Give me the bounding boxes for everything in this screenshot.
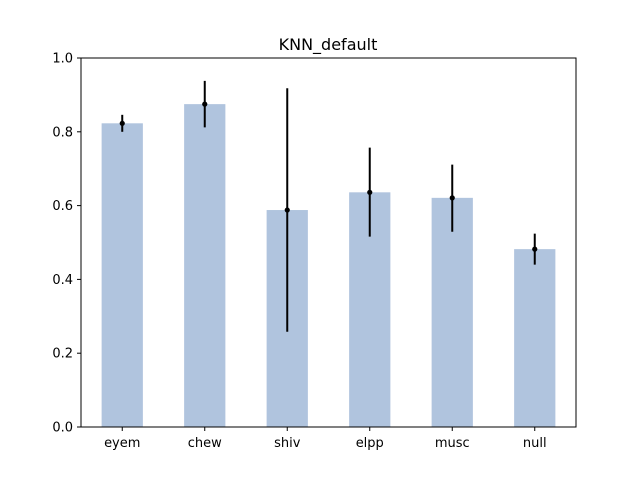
bar-chew [184,104,226,427]
y-ticks-group: 0.0 0.2 0.4 0.6 0.8 1.0 [52,52,81,436]
mean-point-musc [449,195,455,201]
y-tick-label: 1.0 [52,52,73,67]
mean-point-shiv [284,207,290,213]
y-tick-label: 0.8 [52,125,73,140]
y-tick-label: 0.2 [52,347,73,362]
bars-group [101,104,556,428]
plot-frame [80,57,577,428]
bar-null [514,249,556,427]
mean-point-chew [202,101,208,107]
bar-musc [431,197,473,427]
x-ticks-group: eyem chew shiv elpp musc null [104,427,547,451]
mean-point-eyem [119,120,125,126]
bar-eyem [101,123,143,428]
x-tick-label-elpp: elpp [356,436,384,451]
y-tick-label: 0.6 [52,199,73,214]
mean-point-elpp [367,189,373,195]
y-tick-label: 0.4 [52,273,73,288]
x-tick-label-null: null [523,436,547,451]
error-bars-group [119,80,538,332]
chart-title: KNN_default [279,35,378,55]
x-tick-label-eyem: eyem [104,436,140,451]
mean-point-null [532,246,538,252]
axes-group [80,57,577,428]
x-tick-label-shiv: shiv [274,436,301,451]
x-tick-label-chew: chew [188,436,222,451]
y-tick-label: 0.0 [52,421,73,436]
x-tick-label-musc: musc [435,436,470,451]
